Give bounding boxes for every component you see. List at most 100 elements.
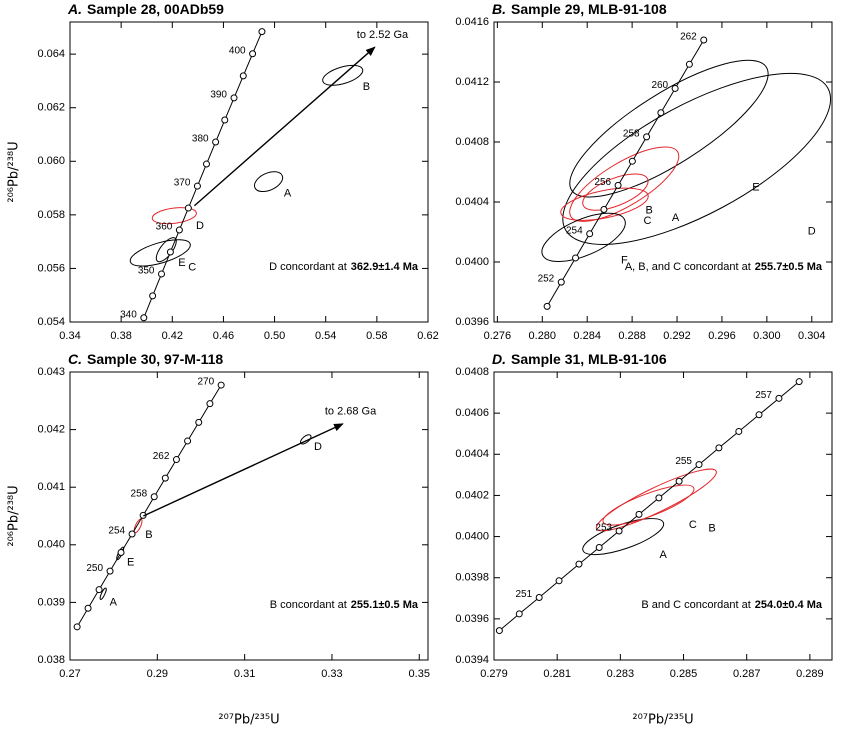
age-marker [166, 248, 174, 256]
age-marker [172, 456, 180, 464]
ellipse-label: A [284, 187, 292, 199]
ellipse-label: C [643, 215, 651, 227]
age-marker [258, 28, 266, 36]
note-text: A, B, and C concordant at [625, 261, 751, 273]
age-marker [575, 560, 583, 568]
note-text: B and C concordant at [641, 599, 750, 611]
age-label: 390 [210, 90, 227, 101]
panel-title: D. Sample 31, MLB-91-106 [492, 351, 667, 367]
x-tick-label: 0.27 [59, 668, 80, 680]
age-marker [628, 157, 636, 165]
error-ellipse [569, 59, 769, 198]
y-tick-label: 0.0408 [455, 366, 489, 378]
arrow-label: to 2.52 Ga [357, 29, 409, 41]
age-label: 252 [538, 274, 555, 285]
concordia-curve [76, 384, 222, 628]
plot-frame [493, 21, 833, 323]
age-marker [217, 381, 225, 389]
panel-title: B. Sample 29, MLB-91-108 [492, 1, 667, 17]
ellipse-label: B [646, 205, 653, 217]
error-ellipse [541, 212, 626, 263]
x-tick-label: 0.46 [213, 330, 234, 342]
y-tick-label: 0.0408 [455, 136, 489, 148]
age-marker [635, 510, 643, 518]
age-marker [675, 477, 683, 485]
y-tick-label: 0.0406 [455, 407, 489, 419]
y-tick-label: 0.0404 [455, 448, 489, 460]
note-age: 362.9±1.4 Ma [351, 261, 419, 273]
age-marker [557, 278, 565, 286]
concordia-curve [546, 39, 705, 307]
note-age: 254.0±0.4 Ma [755, 599, 823, 611]
x-tick-label: 0.34 [59, 330, 80, 342]
panel-letter: D. [492, 351, 506, 367]
x-tick-label: 0.54 [315, 330, 336, 342]
y-tick-label: 0.039 [37, 596, 65, 608]
y-axis-label: ²⁰⁶Pb/²³⁸U [7, 485, 22, 546]
age-label: 262 [680, 32, 697, 43]
panel: B. Sample 29, MLB-91-108 0.276 0.280 0.284 0.… [455, 1, 833, 342]
panel: A. Sample 28, 00ADb59 0.34 0.38 0.42 0.46 0.50… [7, 1, 439, 342]
age-marker [535, 593, 543, 601]
x-tick-label: 0.292 [663, 330, 691, 342]
y-tick-label: 0.043 [37, 366, 65, 378]
error-ellipse [582, 518, 665, 556]
plot-area [541, 36, 832, 310]
age-label: 257 [755, 390, 772, 401]
panel-letter: B. [492, 1, 506, 17]
y-tick-label: 0.0402 [455, 489, 489, 501]
concordia-curve [143, 31, 263, 318]
x-tick-label: 0.288 [618, 330, 646, 342]
age-marker [193, 182, 201, 190]
ellipse-label: E [752, 181, 759, 193]
age-label: 250 [86, 563, 103, 574]
concordant-note: B concordant at 255.1±0.5 Ma [270, 599, 419, 611]
age-marker [685, 60, 693, 68]
age-marker [614, 181, 622, 189]
age-marker [543, 302, 551, 310]
y-tick-label: 0.0404 [455, 196, 489, 208]
x-tick-label: 0.276 [484, 330, 512, 342]
ellipse-label: C [188, 261, 196, 273]
panel-title: A. Sample 28, 00ADb59 [67, 1, 224, 17]
ellipse-label: A [672, 212, 680, 224]
age-label: 253 [595, 523, 612, 534]
panel-title: C. Sample 30, 97-M-118 [68, 351, 223, 367]
age-marker [128, 530, 136, 538]
plot-area [495, 378, 803, 635]
x-tick-label: 0.300 [753, 330, 781, 342]
age-marker [206, 400, 214, 408]
y-axis-label: ²⁰⁶Pb/²³⁸U [7, 141, 22, 202]
age-marker [150, 493, 158, 501]
x-tick-label: 0.31 [234, 668, 255, 680]
age-label: 254 [566, 225, 583, 236]
plot-area [129, 28, 364, 322]
panel-name: Sample 29, MLB-91-108 [511, 1, 667, 17]
x-axis-label: ²⁰⁷Pb/²³⁵U [218, 713, 279, 728]
age-marker [149, 292, 157, 300]
ellipse-label: D [314, 441, 322, 453]
age-label: 251 [515, 589, 532, 600]
age-marker [755, 411, 763, 419]
age-marker [117, 549, 125, 557]
concordia-curve [499, 381, 800, 631]
y-tick-label: 0.056 [37, 262, 65, 274]
x-tick-label: 0.62 [417, 330, 438, 342]
arrow-label: to 2.68 Ga [325, 406, 377, 418]
age-marker [495, 627, 503, 635]
concordant-note: D concordant at 362.9±1.4 Ma [269, 261, 419, 273]
error-ellipse [595, 468, 717, 532]
error-ellipse [99, 587, 107, 601]
age-marker [184, 437, 192, 445]
ellipse-label: A [660, 549, 668, 561]
panel-name: Sample 28, 00ADb59 [87, 1, 224, 17]
y-tick-label: 0.060 [37, 155, 65, 167]
age-marker [775, 394, 783, 402]
age-marker [106, 567, 114, 575]
panel-name: Sample 30, 97-M-118 [87, 351, 223, 367]
age-marker [202, 160, 210, 168]
y-tick-label: 0.064 [37, 48, 65, 60]
discordia-arrow [143, 423, 344, 517]
age-label: 380 [192, 134, 209, 145]
